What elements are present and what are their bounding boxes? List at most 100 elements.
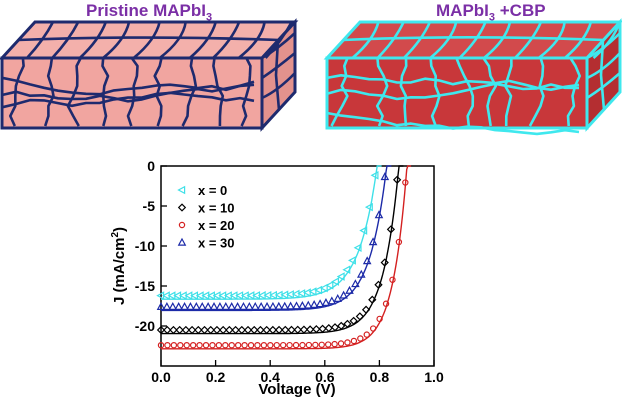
data-point	[330, 323, 340, 332]
data-point	[351, 279, 360, 288]
data-point	[162, 302, 172, 310]
data-point	[324, 324, 333, 333]
data-point	[345, 285, 354, 294]
grain-boundary	[429, 21, 458, 60]
grain-boundary	[514, 21, 543, 59]
data-point	[292, 341, 300, 349]
grain-boundary	[132, 21, 161, 60]
grain-boundary	[402, 21, 432, 59]
grain-boundary	[17, 36, 280, 42]
data-point	[349, 316, 358, 326]
data-point	[245, 301, 254, 310]
data-point	[342, 265, 351, 275]
data-point	[239, 302, 248, 310]
data-point	[343, 319, 352, 329]
data-point	[180, 302, 189, 310]
data-point	[168, 302, 178, 310]
data-point	[262, 301, 272, 310]
chart-legend: x = 0 x = 10 x = 20 x = 30	[177, 183, 235, 251]
data-point	[177, 341, 184, 349]
y-tick-label: -10	[135, 238, 155, 254]
data-point	[197, 302, 207, 310]
grain-boundary	[261, 52, 296, 80]
legend-entry-label: x = 30	[198, 236, 235, 251]
data-point	[363, 331, 370, 338]
data-point	[212, 325, 222, 335]
data-point	[169, 325, 178, 335]
data-point	[353, 243, 362, 253]
grain-boundary	[66, 57, 82, 127]
pristine-film-block	[0, 18, 299, 132]
grain-boundary	[101, 57, 110, 127]
data-point	[380, 258, 389, 267]
data-point	[222, 341, 229, 349]
data-point	[293, 325, 302, 334]
grain-boundary	[399, 57, 408, 127]
y-tick-label: -20	[135, 318, 155, 334]
data-point	[279, 341, 287, 349]
x-tick-label: 1.0	[424, 369, 444, 385]
data-point	[364, 202, 373, 212]
data-point	[209, 341, 216, 349]
data-point	[356, 269, 366, 278]
data-point	[274, 301, 284, 310]
data-point	[177, 185, 186, 195]
data-point	[250, 301, 260, 310]
data-point	[359, 226, 368, 235]
cbp-sample-label: MAPbI3 +CBP	[436, 1, 546, 24]
grain-boundary	[375, 57, 389, 127]
data-point	[234, 341, 242, 349]
fit-line	[161, 165, 392, 312]
data-point	[286, 301, 295, 310]
data-point	[170, 341, 178, 349]
data-point	[312, 325, 321, 334]
data-point	[177, 237, 187, 246]
data-point	[156, 325, 166, 335]
data-point	[380, 172, 390, 181]
grain-boundary	[326, 82, 580, 101]
data-point	[331, 277, 340, 286]
data-point	[189, 341, 197, 349]
data-point	[243, 325, 253, 335]
legend-entry-label: x = 10	[198, 201, 235, 216]
data-point	[337, 340, 345, 347]
legend-entry-label: x = 0	[198, 183, 227, 198]
grain-boundary	[376, 21, 405, 59]
data-point	[274, 325, 284, 335]
data-point	[299, 341, 306, 349]
grain-boundary	[158, 21, 187, 60]
fit-line	[161, 165, 382, 300]
data-point	[250, 325, 259, 335]
data-point	[333, 294, 343, 302]
data-point	[215, 341, 223, 349]
data-point	[256, 325, 265, 335]
data-point	[177, 203, 187, 212]
data-point	[194, 325, 203, 335]
data-point	[268, 301, 278, 310]
data-point	[225, 325, 234, 335]
data-point	[347, 256, 356, 265]
data-point	[370, 170, 379, 180]
data-point	[233, 302, 242, 310]
data-point	[268, 325, 278, 335]
data-point	[203, 302, 213, 310]
data-point	[389, 276, 396, 283]
data-point	[218, 325, 228, 335]
data-point	[319, 283, 328, 293]
data-point	[292, 301, 301, 310]
data-point	[280, 301, 290, 310]
data-point	[395, 238, 403, 246]
grain-boundary	[43, 57, 55, 127]
data-point	[361, 305, 371, 314]
plot-frame	[160, 165, 435, 367]
grain-boundary	[528, 57, 545, 127]
data-point	[402, 179, 409, 186]
data-point	[386, 225, 396, 234]
data-point	[305, 325, 315, 334]
series-x=30	[156, 165, 392, 312]
grain-boundary	[503, 57, 513, 127]
data-point	[256, 301, 266, 310]
data-point	[321, 298, 331, 306]
x-tick-label: 0.2	[206, 369, 226, 385]
